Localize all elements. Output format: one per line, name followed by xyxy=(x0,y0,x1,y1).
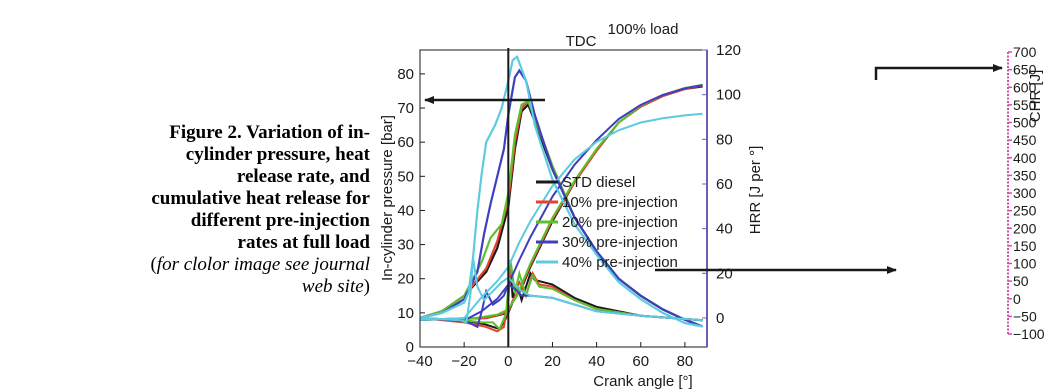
pressure-curve xyxy=(420,68,703,328)
chr-tick-label: −50 xyxy=(1013,308,1037,324)
chr-tick-label: 100 xyxy=(1013,256,1037,272)
chr-tick-label: 300 xyxy=(1013,185,1037,201)
hrr-curve xyxy=(420,257,703,324)
y-left-tick-label: 70 xyxy=(397,100,414,117)
x-tick-label: −40 xyxy=(407,353,432,370)
chr-tick-label: 500 xyxy=(1013,115,1037,131)
figure-caption: Figure 2. Variation of in-cylinder press… xyxy=(150,122,370,298)
y-left-tick-label: 80 xyxy=(397,66,414,83)
legend-label: 30% pre-injection xyxy=(562,234,678,251)
x-tick-label: −20 xyxy=(451,353,476,370)
chr-tick-label: 0 xyxy=(1013,291,1021,307)
chr-tick-label: 650 xyxy=(1013,62,1037,78)
legend-label: STD diesel xyxy=(562,174,635,191)
chr-curve xyxy=(420,84,703,321)
legend-label: 10% pre-injection xyxy=(562,194,678,211)
y-right-tick-label: 120 xyxy=(716,42,741,59)
y-left-tick-label: 40 xyxy=(397,202,414,219)
y-left-tick-label: 50 xyxy=(397,168,414,185)
y-right-tick-label: 0 xyxy=(716,310,724,327)
chr-tick-label: 700 xyxy=(1013,44,1037,60)
chr-tick-label: 450 xyxy=(1013,132,1037,148)
chr-tick-label: 200 xyxy=(1013,220,1037,236)
y-left-tick-label: 30 xyxy=(397,237,414,254)
x-tick-label: 60 xyxy=(632,353,649,370)
y-right-tick-label: 80 xyxy=(716,131,733,148)
y-right-tick-label: 100 xyxy=(716,87,741,104)
y-left-tick-label: 60 xyxy=(397,134,414,151)
chr-tick-label: 50 xyxy=(1013,273,1029,289)
caption-note: (for clolor image see journal web site) xyxy=(150,254,370,297)
chr-tick-label: −100 xyxy=(1013,326,1045,342)
chr-curve xyxy=(420,112,703,321)
y-left-axis-label: In-cylinder pressure [bar] xyxy=(379,115,396,281)
x-tick-label: 0 xyxy=(504,353,512,370)
chr-tick-label: 250 xyxy=(1013,203,1037,219)
x-tick-label: 20 xyxy=(544,353,561,370)
y-right-tick-label: 60 xyxy=(716,176,733,193)
y-left-tick-label: 10 xyxy=(397,305,414,322)
chr-tick-label: 400 xyxy=(1013,150,1037,166)
legend-label: 20% pre-injection xyxy=(562,214,678,231)
caption-title: Figure 2. Variation of in-cylinder press… xyxy=(151,122,370,253)
chr-tick-label: 350 xyxy=(1013,167,1037,183)
chr-tick-label: 550 xyxy=(1013,97,1037,113)
y-right-tick-label: 40 xyxy=(716,221,733,238)
tdc-label: TDC xyxy=(566,33,597,50)
chr-tick-label: 150 xyxy=(1013,238,1037,254)
x-tick-label: 80 xyxy=(677,353,694,370)
y-right-tick-label: 20 xyxy=(716,265,733,282)
arrow-chr xyxy=(874,64,1003,80)
chr-tick-label: 600 xyxy=(1013,79,1037,95)
y-left-tick-label: 20 xyxy=(397,271,414,288)
chart-title: 100% load xyxy=(608,21,679,38)
y-chr-axis-label: CHR [J] xyxy=(1027,70,1044,123)
hrr-curve xyxy=(420,259,703,331)
legend-label: 40% pre-injection xyxy=(562,254,678,271)
y-left-tick-label: 0 xyxy=(406,339,414,356)
y-right-axis-label: HRR [J per °] xyxy=(747,146,764,235)
pressure-curve xyxy=(420,55,703,328)
x-axis-label: Crank angle [°] xyxy=(593,373,692,390)
x-tick-label: 40 xyxy=(588,353,605,370)
